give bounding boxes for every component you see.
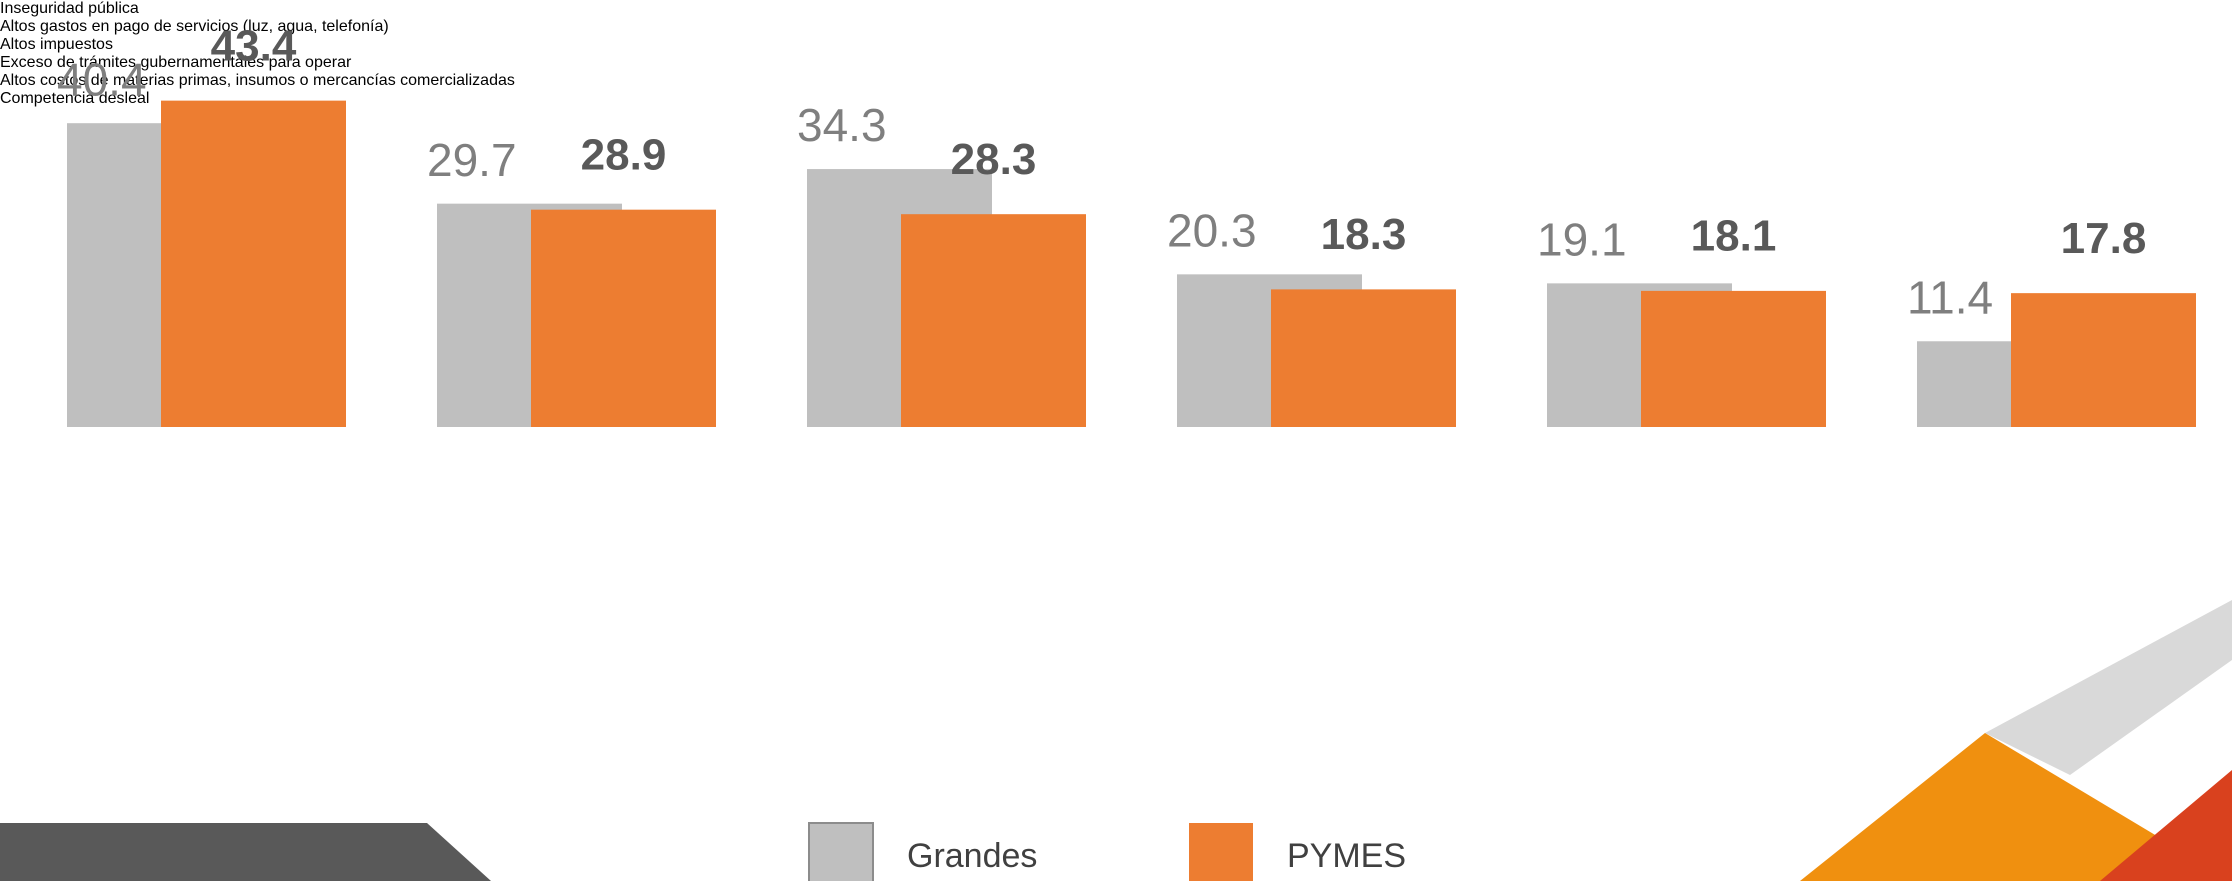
page: 40.4 43.4 29.7 28.9 34.3 28.3 20.3 18.3 19.1 18.1… xyxy=(0,0,2232,881)
legend-label: PYMES xyxy=(1287,837,1406,875)
legend-label: Grandes xyxy=(907,837,1037,875)
value-label: 28.9 xyxy=(581,130,667,179)
value-label: 19.1 xyxy=(1537,214,1627,266)
value-label: 29.7 xyxy=(427,134,517,186)
legend-swatch xyxy=(809,823,873,881)
value-label: 18.3 xyxy=(1321,210,1407,259)
value-label: 34.3 xyxy=(797,99,887,151)
value-label: 20.3 xyxy=(1167,205,1257,257)
value-label: 40.4 xyxy=(57,53,147,105)
bar xyxy=(1271,289,1456,427)
value-label: 28.3 xyxy=(951,135,1037,184)
legend-swatch xyxy=(1189,823,1253,881)
decoration xyxy=(0,823,491,881)
bar xyxy=(1641,291,1826,427)
chart: 40.4 43.4 29.7 28.9 34.3 28.3 20.3 18.3 19.1 18.1… xyxy=(0,0,2232,881)
value-label: 43.4 xyxy=(211,21,297,70)
bar xyxy=(161,101,346,427)
value-label: 18.1 xyxy=(1691,212,1777,261)
bar xyxy=(2011,293,2196,427)
decoration xyxy=(1985,600,2232,775)
value-label: 11.4 xyxy=(1907,271,1993,323)
bar xyxy=(531,210,716,427)
value-label: 17.8 xyxy=(2061,214,2147,263)
bar xyxy=(901,214,1086,427)
